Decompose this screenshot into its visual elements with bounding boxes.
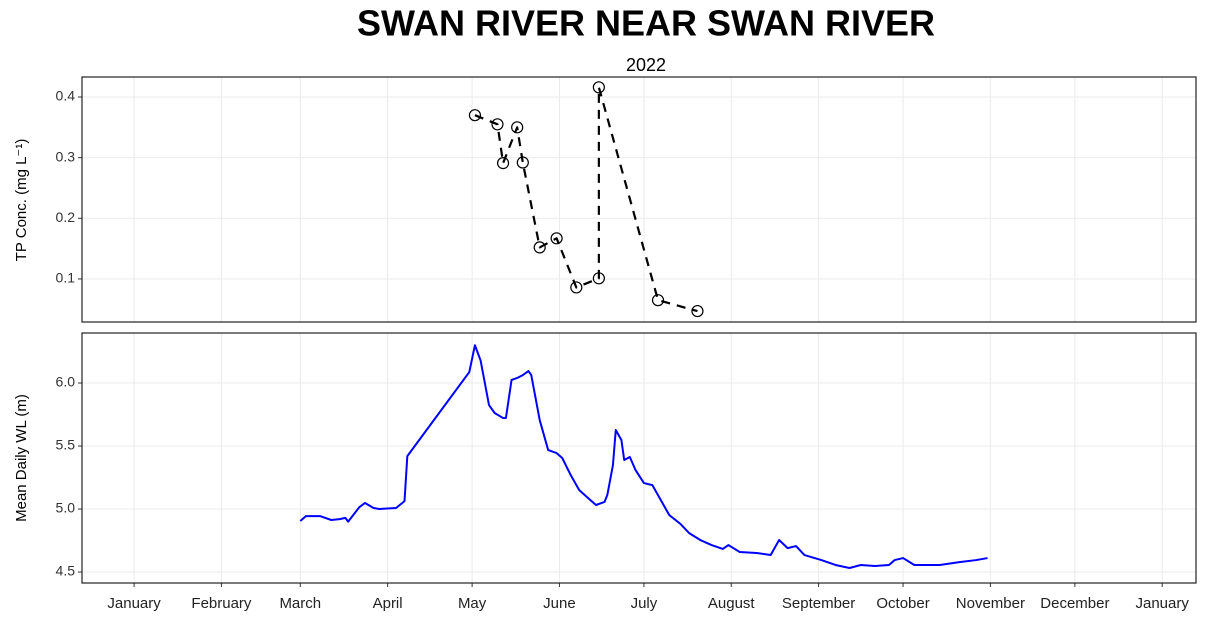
x-tick-label: March — [279, 595, 321, 612]
data-line — [474, 86, 698, 313]
chart-subtitle: 2022 — [626, 55, 666, 75]
plot-frame — [81, 76, 1197, 323]
y-tick-label: 4.5 — [56, 563, 76, 579]
data-point — [533, 241, 546, 254]
data-point — [592, 81, 605, 94]
data-point — [511, 121, 524, 134]
y-axis-label: TP Conc. (mg L⁻¹) — [13, 139, 30, 262]
chart-title: SWAN RIVER NEAR SWAN RIVER — [357, 3, 935, 44]
data-point — [468, 109, 482, 122]
x-tick-label: August — [708, 595, 756, 612]
plot-background — [82, 333, 1196, 583]
data-line — [299, 344, 988, 570]
x-tick-label: October — [876, 595, 929, 612]
x-tick-label: May — [458, 595, 487, 612]
y-tick-label: 0.4 — [56, 88, 76, 104]
x-tick-label: February — [191, 595, 252, 612]
y-tick-label: 0.3 — [56, 148, 76, 164]
plot-background — [82, 77, 1196, 322]
x-tick-label: January — [1136, 595, 1190, 612]
x-tick-label: September — [782, 595, 855, 612]
data-point — [691, 304, 704, 318]
data-point — [592, 272, 605, 285]
x-tick-label: January — [107, 595, 161, 612]
x-tick-label: November — [956, 595, 1025, 612]
y-tick-label: 0.1 — [56, 270, 76, 286]
x-tick-label: July — [631, 595, 658, 612]
x-tick-label: June — [543, 595, 576, 612]
data-point — [570, 281, 583, 294]
data-point — [491, 118, 504, 131]
y-tick-label: 0.2 — [56, 209, 76, 225]
y-tick-label: 5.5 — [56, 437, 76, 453]
y-tick-label: 5.0 — [56, 500, 76, 516]
x-tick-label: December — [1040, 595, 1109, 612]
data-point — [516, 156, 529, 169]
data-point — [651, 294, 665, 307]
data-point — [550, 232, 563, 245]
y-axis-label: Mean Daily WL (m) — [13, 394, 30, 522]
y-tick-label: 6.0 — [56, 374, 76, 390]
data-point — [496, 157, 510, 170]
plot-frame — [81, 332, 1197, 584]
x-tick-label: April — [373, 595, 403, 612]
